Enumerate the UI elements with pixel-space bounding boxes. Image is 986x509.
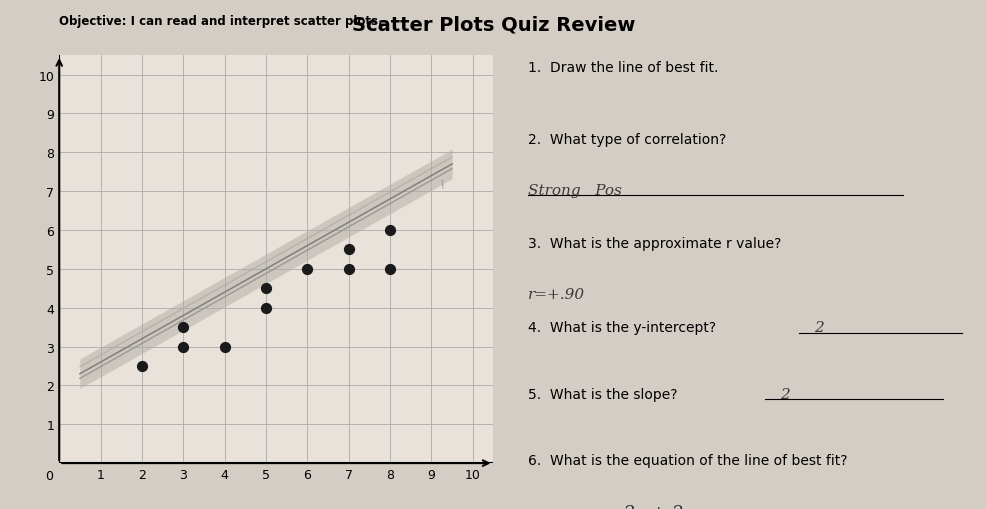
Text: 1.  Draw the line of best fit.: 1. Draw the line of best fit.: [528, 61, 718, 75]
Text: /: /: [440, 179, 446, 190]
Point: [299, 265, 315, 273]
Point: [176, 323, 191, 331]
Text: Objective: I can read and interpret scatter plots.: Objective: I can read and interpret scat…: [59, 15, 383, 28]
Text: 3.  What is the approximate r value?: 3. What is the approximate r value?: [528, 237, 781, 250]
Point: [382, 265, 397, 273]
Text: y = 2x + 2: y = 2x + 2: [587, 504, 683, 509]
Point: [340, 265, 356, 273]
Point: [176, 343, 191, 351]
Point: [258, 285, 274, 293]
Text: Scatter Plots Quiz Review: Scatter Plots Quiz Review: [351, 15, 635, 34]
Point: [134, 362, 150, 371]
Text: 5.  What is the slope?: 5. What is the slope?: [528, 387, 676, 401]
Text: 2.  What type of correlation?: 2. What type of correlation?: [528, 132, 726, 146]
Text: 4.  What is the y-intercept?: 4. What is the y-intercept?: [528, 321, 716, 334]
Point: [217, 343, 233, 351]
Point: [340, 246, 356, 254]
Text: 0: 0: [45, 469, 53, 482]
Point: [258, 304, 274, 312]
Text: 2: 2: [779, 387, 789, 401]
Text: Strong   Pos: Strong Pos: [528, 183, 621, 197]
Text: 6.  What is the equation of the line of best fit?: 6. What is the equation of the line of b…: [528, 453, 847, 467]
Text: 2: 2: [813, 321, 823, 334]
Text: r=+.90: r=+.90: [528, 288, 585, 301]
Point: [382, 227, 397, 235]
